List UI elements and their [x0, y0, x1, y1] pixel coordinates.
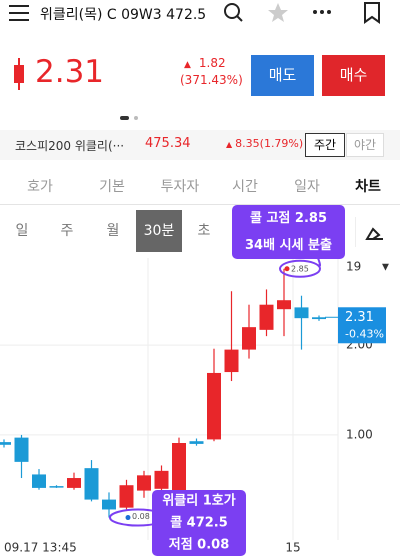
last-price-box [338, 307, 386, 344]
period[interactable]: 주 [60, 223, 74, 239]
candle-body [277, 300, 291, 310]
page-dot [120, 116, 129, 120]
candle-body [189, 441, 204, 444]
candle-body [14, 437, 29, 462]
period[interactable]: 일 [15, 223, 29, 239]
annotation-text: 34배 시세 분출 [245, 237, 332, 253]
tab[interactable]: 호가 [27, 179, 53, 195]
candle-body [224, 349, 239, 373]
bookmark-icon[interactable] [364, 2, 380, 24]
tab[interactable]: 투자자 [160, 179, 200, 195]
index-change-value: 8.35(1.79%) [235, 137, 304, 150]
page-dot [134, 116, 138, 120]
last-pct: -0.43% [345, 327, 384, 340]
y-tick-label: 1.00 [346, 427, 373, 441]
candle-body [0, 442, 11, 445]
sell-button[interactable]: 매도 [251, 55, 314, 96]
tab[interactable]: 차트 [355, 179, 381, 195]
candle-body [102, 499, 116, 510]
annotation-text: 콜 472.5 [170, 516, 228, 531]
count-label: 19 [346, 260, 361, 274]
last-price: 2.31 [345, 310, 374, 325]
annotation-text: 위클리 1호가 [162, 493, 235, 509]
marker-dot [284, 266, 290, 272]
tabs: 호가 기본 투자자 시간 일자 차트 [0, 170, 400, 205]
buy-button[interactable]: 매수 [322, 55, 385, 96]
period[interactable]: 30분 [136, 210, 182, 252]
annotation-box [152, 490, 246, 556]
periods: 일 주 월 30분 초 [0, 210, 400, 252]
annotation-box [232, 205, 345, 259]
night-toggle[interactable]: 야간 [346, 133, 384, 157]
menu-icon[interactable] [9, 5, 29, 21]
period[interactable]: 월 [106, 223, 120, 239]
callout-pointer [317, 257, 321, 267]
more-icon[interactable] [313, 10, 331, 14]
change: ▲ 1.82 [184, 56, 226, 70]
tab[interactable]: 시간 [232, 179, 258, 195]
marker-label: 2.85 [291, 264, 309, 273]
star-icon[interactable] [268, 3, 288, 22]
day-toggle[interactable]: 주간 [305, 133, 345, 157]
dropdown-arrow: ▼ [382, 263, 389, 273]
change-value: 1.82 [198, 56, 226, 70]
tab[interactable]: 일자 [294, 179, 320, 195]
candle-icon [14, 58, 24, 90]
candle-body [259, 304, 274, 330]
price: 2.31 [35, 54, 105, 90]
index-value: 475.34 [145, 136, 191, 151]
x-tick-label: 15 [285, 541, 300, 555]
title: 위클리(목) C 09W3 472.5 [40, 7, 207, 23]
candle-body [242, 327, 256, 350]
candle-body [312, 317, 326, 320]
index-name: 코스피200 위클리(··· [15, 139, 125, 153]
top-icons [224, 2, 380, 24]
tab[interactable]: 기본 [99, 179, 125, 195]
candle-body [84, 468, 99, 500]
draw-tool[interactable] [355, 217, 395, 247]
search-icon[interactable] [224, 3, 243, 22]
marker-label: 0.08 [132, 512, 150, 521]
annotation-text: 콜 고점 2.85 [250, 211, 327, 226]
candle-body [294, 307, 309, 319]
highlight-ring [279, 259, 321, 278]
candle-body [49, 486, 64, 488]
change-pct: (371.43%) [180, 73, 243, 87]
x-tick-label: 09.17 13:45 [4, 541, 77, 555]
marker-dot [125, 515, 131, 521]
candle-body [119, 485, 134, 508]
candle-body [67, 478, 81, 488]
candle-body [154, 470, 169, 489]
index-change: ▲ 8.35(1.79%) [226, 137, 304, 150]
annotation-text: 저점 0.08 [169, 538, 230, 553]
candle-body [32, 474, 46, 488]
candle-body [207, 372, 221, 440]
candle-body [137, 475, 151, 491]
period[interactable]: 초 [197, 223, 211, 239]
